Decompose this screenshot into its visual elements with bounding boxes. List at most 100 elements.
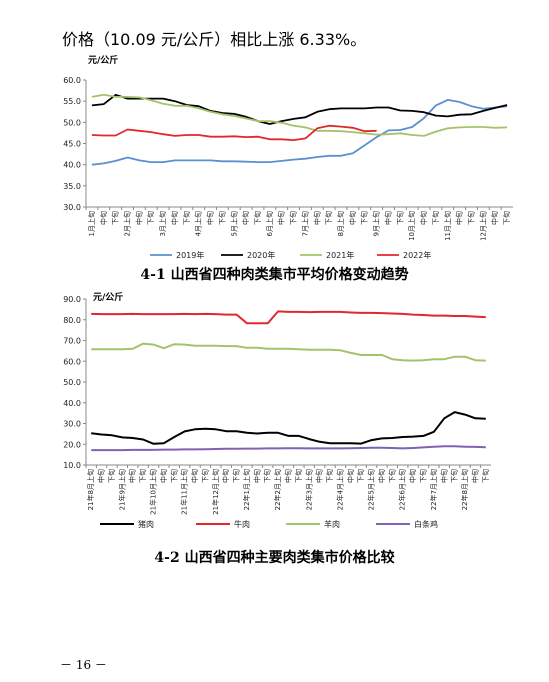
legend-label-3: 2022年 <box>403 250 431 260</box>
x-tick-label: 下旬 <box>450 469 459 483</box>
legend-label-1: 2020年 <box>247 250 275 260</box>
x-tick-label: 11月上旬 <box>443 211 452 241</box>
y-tick-label: 10.0 <box>63 461 81 470</box>
y-tick-label: 40.0 <box>63 399 81 408</box>
x-tick-label: 下旬 <box>200 469 209 483</box>
x-tick-label: 8月上旬 <box>336 211 345 236</box>
legend-label-0: 猪肉 <box>138 519 154 529</box>
y-tick-label: 40.0 <box>63 161 81 170</box>
x-tick-label: 下旬 <box>232 469 241 483</box>
x-tick-label: 22年4月上旬 <box>335 469 344 510</box>
x-tick-label: 22年8月上旬 <box>460 469 469 510</box>
x-tick-label: 中旬 <box>419 211 428 225</box>
x-tick-label: 下旬 <box>466 211 475 225</box>
y-tick-label: 55.0 <box>63 97 81 106</box>
x-tick-label: 12月上旬 <box>478 211 487 241</box>
x-tick-label: 中旬 <box>190 469 199 483</box>
x-tick-label: 中旬 <box>134 211 143 225</box>
x-tick-label: 下旬 <box>481 469 490 483</box>
x-tick-label: 中旬 <box>206 211 215 225</box>
series-line-3 <box>91 445 486 452</box>
x-tick-label: 中旬 <box>277 211 286 225</box>
series-line-2 <box>91 93 508 137</box>
x-tick-label: 3月上旬 <box>158 211 167 236</box>
chart-4-2-caption: 4-2 山西省四种主要肉类集市价格比较 <box>154 550 395 566</box>
x-tick-label: 5月上旬 <box>229 211 238 236</box>
x-tick-label: 中旬 <box>252 469 261 483</box>
x-tick-label: 下旬 <box>107 469 116 483</box>
x-tick-label: 下旬 <box>325 469 334 483</box>
x-tick-label: 中旬 <box>241 211 250 225</box>
x-tick-label: 下旬 <box>182 211 191 225</box>
x-tick-label: 21年12月上旬 <box>211 469 220 515</box>
x-tick-label: 中旬 <box>221 469 230 483</box>
x-tick-label: 中旬 <box>346 469 355 483</box>
x-tick-label: 21年8月上旬 <box>86 469 95 510</box>
x-tick-label: 22年3月上旬 <box>304 469 313 510</box>
x-tick-label: 6月上旬 <box>265 211 274 236</box>
x-tick-label: 中旬 <box>128 469 137 483</box>
x-tick-label: 中旬 <box>470 469 479 483</box>
x-tick-label: 中旬 <box>348 211 357 225</box>
series-line-3 <box>91 124 377 142</box>
x-tick-label: 下旬 <box>146 211 155 225</box>
x-tick-label: 下旬 <box>253 211 262 225</box>
y-tick-label: 30.0 <box>63 420 81 429</box>
x-tick-label: 9月上旬 <box>372 211 381 236</box>
series-line-1 <box>91 310 486 325</box>
legend-label-0: 2019年 <box>176 250 204 260</box>
y-tick-label: 70.0 <box>63 337 81 346</box>
x-tick-label: 22年5月上旬 <box>367 469 376 510</box>
y-tick-label: 50.0 <box>63 118 81 127</box>
y-tick-label: 60.0 <box>63 76 81 85</box>
x-tick-label: 1月上旬 <box>87 211 96 236</box>
y-tick-label: 35.0 <box>63 182 81 191</box>
x-tick-label: 中旬 <box>315 469 324 483</box>
x-tick-label: 22年6月上旬 <box>398 469 407 510</box>
series-line-0 <box>91 99 508 166</box>
chart-4-1-caption: 4-1 山西省四种肉类集市平均价格变动趋势 <box>140 267 409 283</box>
x-tick-label: 下旬 <box>324 211 333 225</box>
x-tick-label: 21年11月上旬 <box>180 469 189 515</box>
y-axis-title: 元/公斤 <box>93 291 123 303</box>
y-tick-label: 90.0 <box>63 295 81 304</box>
series-line-0 <box>91 411 486 445</box>
x-tick-label: 中旬 <box>159 469 168 483</box>
x-tick-label: 下旬 <box>431 211 440 225</box>
x-tick-label: 7月上旬 <box>300 211 309 236</box>
x-tick-label: 中旬 <box>377 469 386 483</box>
x-tick-label: 下旬 <box>419 469 428 483</box>
x-tick-label: 下旬 <box>356 469 365 483</box>
y-tick-label: 45.0 <box>63 140 81 149</box>
x-tick-label: 22年7月上旬 <box>429 469 438 510</box>
legend-label-1: 牛肉 <box>234 519 250 529</box>
x-tick-label: 21年10月上旬 <box>149 469 158 515</box>
x-tick-label: 下旬 <box>502 211 511 225</box>
x-tick-label: 中旬 <box>439 469 448 483</box>
legend-label-2: 羊肉 <box>324 519 340 529</box>
x-tick-label: 2月上旬 <box>123 211 132 236</box>
series-line-2 <box>91 342 486 362</box>
x-tick-label: 下旬 <box>111 211 120 225</box>
y-tick-label: 60.0 <box>63 357 81 366</box>
x-tick-label: 中旬 <box>97 469 106 483</box>
y-tick-label: 20.0 <box>63 440 81 449</box>
page-number: － 16 － <box>60 658 107 672</box>
legend-label-3: 白条鸡 <box>414 519 438 529</box>
x-tick-label: 10月上旬 <box>407 211 416 241</box>
legend-label-2: 2021年 <box>326 250 354 260</box>
x-tick-label: 下旬 <box>360 211 369 225</box>
x-tick-label: 下旬 <box>263 469 272 483</box>
y-tick-label: 50.0 <box>63 378 81 387</box>
x-tick-label: 中旬 <box>383 211 392 225</box>
x-tick-label: 21年9月上旬 <box>117 469 126 510</box>
y-tick-label: 80.0 <box>63 316 81 325</box>
x-tick-label: 下旬 <box>395 211 404 225</box>
chart-4-2: 10.0 20.0 30.0 40.0 50.0 60.0 70.0 80.0 90.0 元/公斤… <box>63 291 491 529</box>
x-tick-label: 下旬 <box>138 469 147 483</box>
x-tick-label: 中旬 <box>312 211 321 225</box>
x-tick-label: 中旬 <box>170 211 179 225</box>
x-tick-label: 下旬 <box>169 469 178 483</box>
x-tick-label: 下旬 <box>294 469 303 483</box>
y-axis-title: 元/公斤 <box>88 54 118 66</box>
